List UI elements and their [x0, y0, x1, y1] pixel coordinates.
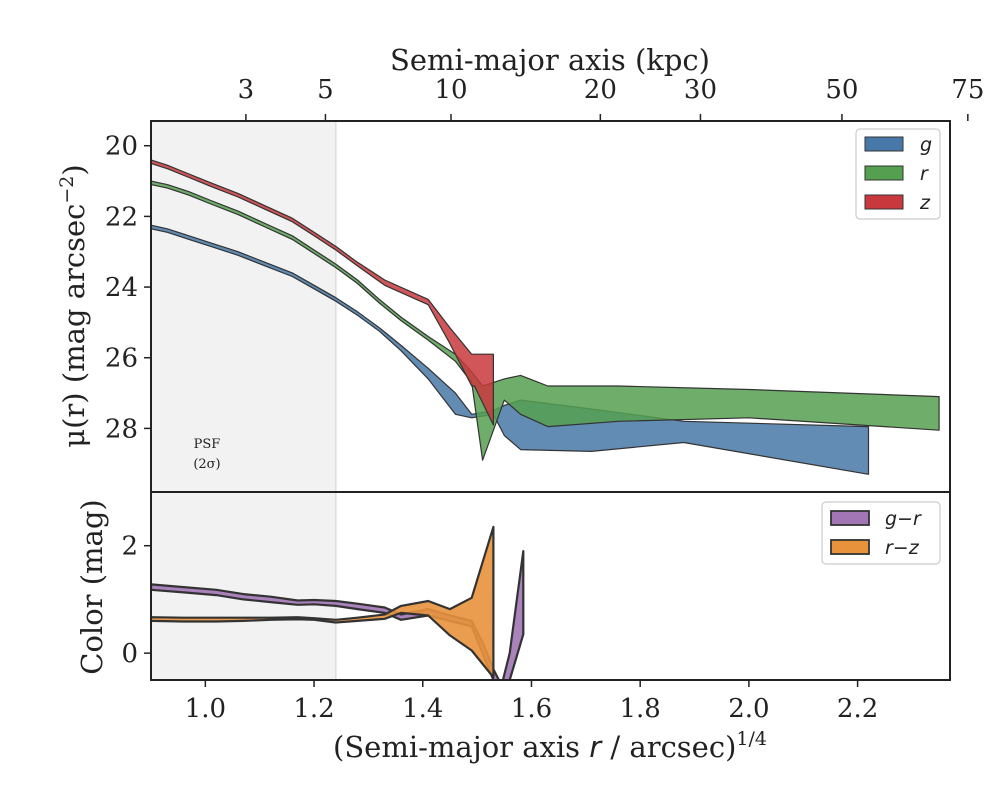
x-tick-label: 1.2 [293, 694, 334, 724]
profile-panel: PSF(2σ)2022242628351020305075100grz [105, 75, 984, 493]
psf-label-line1: PSF [194, 437, 221, 452]
color-legend-label: r−z [885, 537, 920, 559]
color-legend-swatch [830, 539, 870, 555]
top-tick-label: 30 [684, 75, 717, 105]
psf-shade [151, 121, 336, 492]
color-legend: g−r r−z [821, 501, 941, 565]
x-tick-label: 1.4 [402, 694, 443, 724]
x-axis-title-sup: 1/4 [736, 728, 767, 750]
top-axis-title: Semi-major axis (kpc) [390, 43, 710, 77]
legend-swatch-g [864, 136, 904, 152]
legend-label-g: g [920, 134, 932, 156]
color-y-tick-label: 0 [121, 639, 138, 669]
legend-label-r: r [920, 163, 929, 185]
profile-y-tick-label: 22 [105, 202, 138, 232]
x-axis-title: (Semi-major axis r / arcsec)1/4 [333, 728, 767, 764]
x-axis-title-var: r [589, 730, 603, 764]
band-r [150, 180, 940, 461]
top-tick-label: 10 [434, 75, 467, 105]
color-y-tick-label: 2 [121, 532, 138, 562]
x-tick-label: 1.8 [620, 694, 661, 724]
top-tick-label: 20 [584, 75, 617, 105]
profile-y-axis-title-sup: −2 [56, 176, 78, 204]
top-tick-label: 3 [238, 75, 255, 105]
profile-legend: grz [855, 128, 941, 220]
top-tick-label: 5 [317, 75, 334, 105]
psf-label-line2: (2σ) [193, 457, 220, 472]
profile-y-tick-label: 26 [105, 344, 138, 374]
color-legend-label: g−r [885, 508, 922, 530]
x-tick-label: 1.6 [511, 694, 552, 724]
color-frame [150, 491, 951, 681]
legend-swatch-r [864, 165, 904, 181]
band-z [150, 159, 494, 426]
x-axis-title-rest: / arcsec) [601, 730, 736, 764]
top-tick-label: 50 [825, 75, 858, 105]
top-tick-label: 75 [951, 75, 984, 105]
legend-label-z: z [919, 192, 931, 214]
profile-y-tick-label: 20 [105, 132, 138, 162]
color-panel: 0 2 1.0 1.2 1.4 1.6 1.8 2.0 2.2 g−r r−z [121, 491, 951, 724]
color-y-axis-title: Color (mag) [75, 499, 109, 674]
x-tick-label: 1.0 [185, 694, 226, 724]
profile-y-axis-title-base: μ(r) (mag arcsec [57, 204, 91, 448]
profile-y-tick-label: 28 [105, 414, 138, 444]
color-band-1 [151, 525, 495, 679]
profile-y-axis-title: μ(r) (mag arcsec−2) [56, 164, 91, 447]
x-axis-title-base: (Semi-major axis [333, 730, 589, 764]
legend-swatch-z [864, 194, 904, 210]
profile-y-axis-title-end: ) [57, 164, 91, 175]
profile-y-tick-label: 24 [105, 273, 138, 303]
color-legend-swatch [830, 510, 870, 526]
color-bands [151, 525, 525, 680]
x-tick-label: 2.2 [837, 694, 878, 724]
x-tick-label: 2.0 [728, 694, 769, 724]
band-g [150, 224, 870, 475]
